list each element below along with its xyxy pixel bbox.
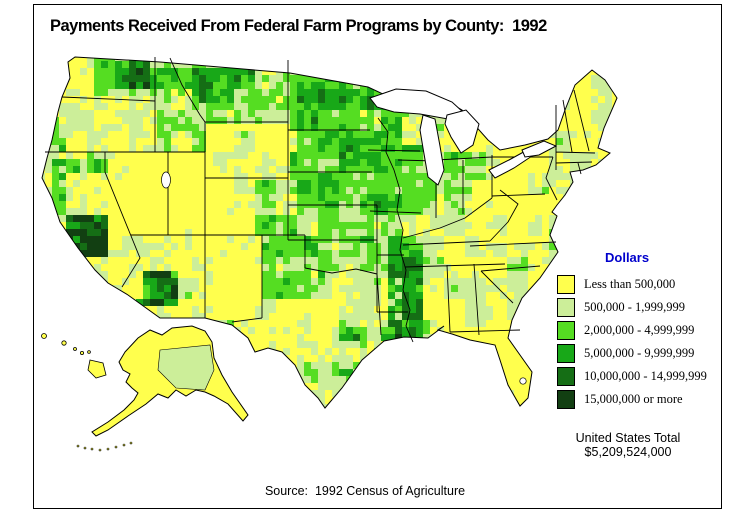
page-title: Payments Received From Federal Farm Prog… — [50, 17, 547, 35]
legend-entry-label: 2,000,000 - 4,999,999 — [584, 323, 695, 337]
legend-entry: 500,000 - 1,999,999 — [557, 296, 707, 319]
legend-entry-label: Less than 500,000 — [584, 277, 676, 291]
legend-entry: 2,000,000 - 4,999,999 — [557, 319, 707, 342]
us-total-value: $5,209,524,000 — [584, 445, 672, 459]
legend-entry: 15,000,000 or more — [557, 388, 707, 411]
legend-swatch — [557, 321, 575, 340]
legend-entry: 5,000,000 - 9,999,999 — [557, 342, 707, 365]
legend-swatch — [557, 367, 575, 386]
legend-entry: Less than 500,000 — [557, 273, 707, 296]
legend-entry-label: 10,000,000 - 14,999,999 — [584, 369, 707, 383]
legend: Dollars Less than 500,000 500,000 - 1,999… — [557, 250, 707, 411]
us-total-label: United States Total — [575, 431, 681, 445]
source-note: Source: 1992 Census of Agriculture — [264, 484, 466, 498]
legend-entry-label: 5,000,000 - 9,999,999 — [584, 346, 695, 360]
legend-entry-label: 15,000,000 or more — [584, 392, 683, 406]
legend-title: Dollars — [605, 250, 650, 265]
legend-swatch — [557, 344, 575, 363]
legend-entry-label: 500,000 - 1,999,999 — [584, 300, 686, 314]
legend-swatch — [557, 275, 575, 294]
legend-entry: 10,000,000 - 14,999,999 — [557, 365, 707, 388]
us-total: United States Total $5,209,524,000 — [550, 431, 706, 459]
legend-swatch — [557, 390, 575, 409]
legend-swatch — [557, 298, 575, 317]
legend-entries: Less than 500,000 500,000 - 1,999,999 2,00… — [557, 273, 707, 411]
